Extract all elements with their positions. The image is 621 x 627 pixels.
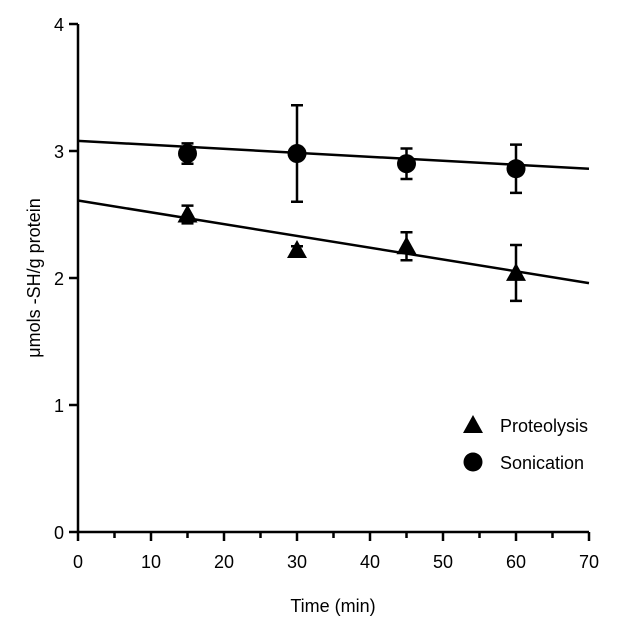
data-point — [287, 144, 307, 164]
x-tick-label: 0 — [73, 552, 83, 572]
y-axis-label: μmols -SH/g protein — [24, 198, 44, 357]
legend-marker — [463, 452, 483, 472]
y-tick-label: 3 — [54, 142, 64, 162]
data-point — [506, 262, 526, 281]
fit-line — [77, 139, 590, 171]
data-point — [178, 144, 197, 164]
x-tick-label: 60 — [506, 552, 526, 572]
y-tick-label: 1 — [54, 396, 64, 416]
legend-marker — [463, 415, 483, 433]
x-tick-label: 70 — [579, 552, 599, 572]
x-tick-label: 30 — [287, 552, 307, 572]
legend-label: Sonication — [500, 453, 584, 473]
y-tick-label: 2 — [54, 269, 64, 289]
legend-label: Proteolysis — [500, 416, 588, 436]
y-tick-label: 4 — [54, 15, 64, 35]
y-tick-label: 0 — [54, 523, 64, 543]
data-point — [397, 154, 416, 174]
data-point — [396, 236, 417, 255]
x-tick-label: 10 — [141, 552, 161, 572]
fit-line — [77, 199, 590, 285]
x-tick-label: 20 — [214, 552, 234, 572]
x-tick-label: 50 — [433, 552, 453, 572]
x-axis-label: Time (min) — [290, 596, 375, 616]
data-point — [506, 159, 526, 179]
x-tick-label: 40 — [360, 552, 380, 572]
data-point — [177, 204, 198, 223]
data-point — [287, 240, 307, 259]
